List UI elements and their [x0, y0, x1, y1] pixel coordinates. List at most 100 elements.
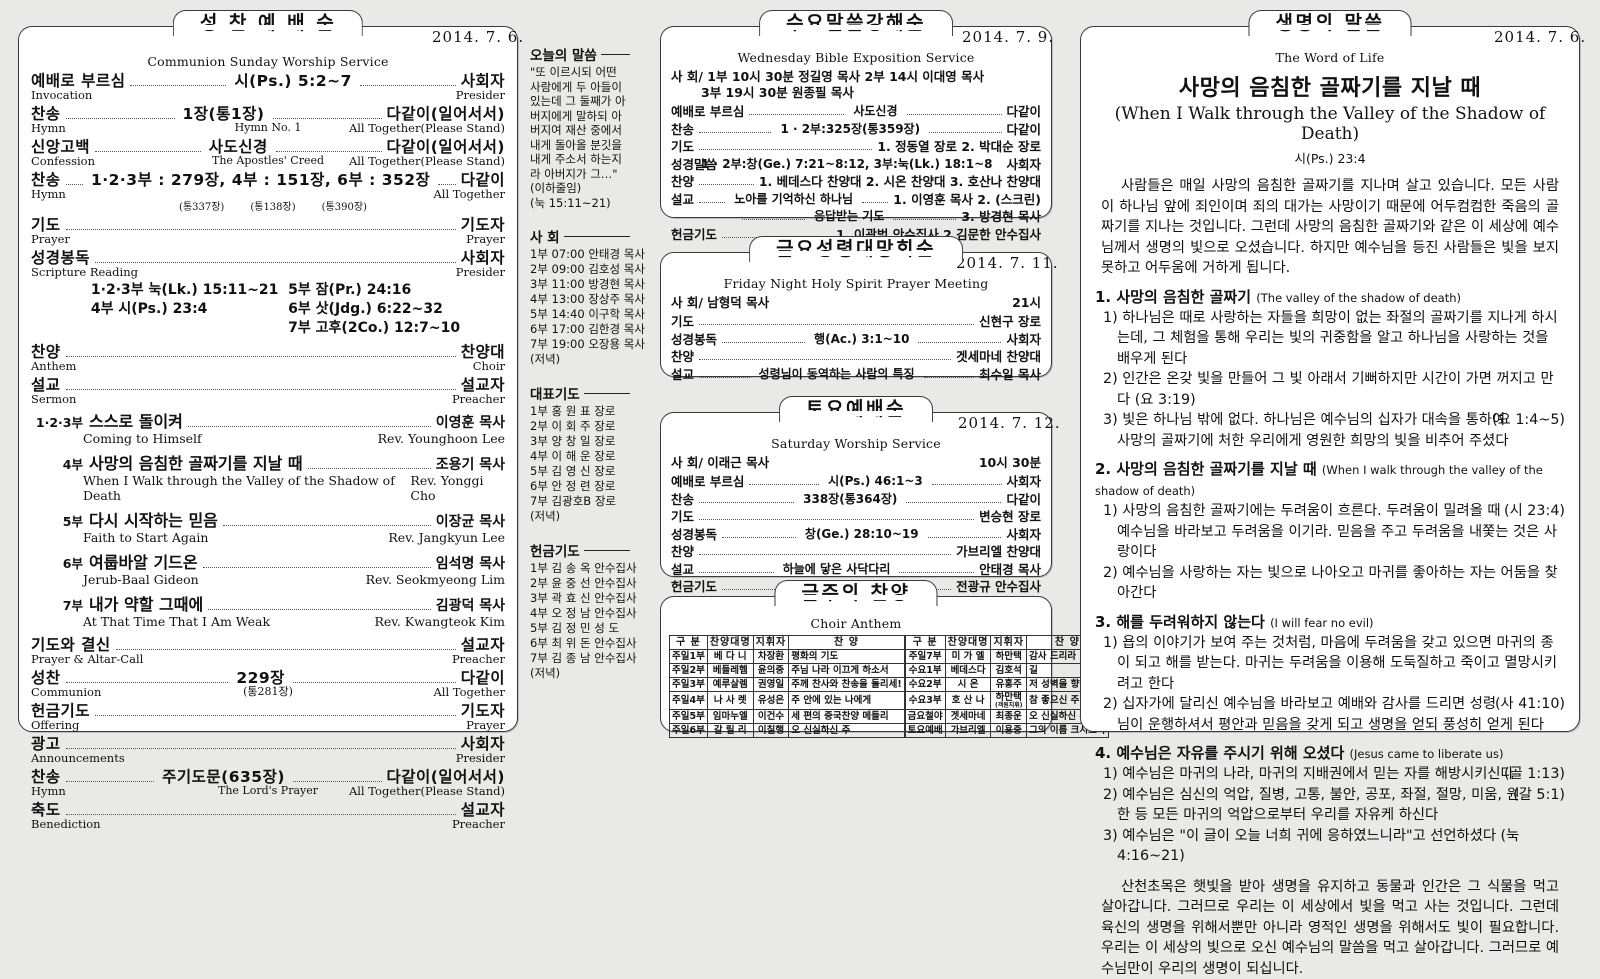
heading-rule: [584, 549, 630, 551]
order-label: 찬양: [671, 173, 694, 190]
order-person: 1. 베데스다 찬양대 2. 시온 찬양대 3. 호산나 찬양대: [759, 173, 1041, 190]
presider-heading: 사 회: [530, 226, 560, 246]
order-mid-en: The Apostles' Creed: [212, 155, 324, 167]
sermon-preacher-en: Rev. Yonggi Cho: [410, 473, 505, 503]
choir-part: 토요예배: [905, 724, 945, 738]
order-role-en: All Together: [433, 686, 505, 698]
sermon-title-en: (When I Walk through the Valley of the S…: [1095, 104, 1565, 144]
sermon-title-en: Faith to Start Again: [31, 530, 208, 545]
sermon-point-text: 1) 욥의 이야기가 보여 주는 것처럼, 마음에 두려움을 갖고 있으면 마귀…: [1103, 635, 1557, 692]
choir-col-header: 지휘자: [991, 636, 1027, 650]
today-word-heading-row: 오늘의 말씀: [530, 44, 630, 64]
leader-dots: [66, 747, 456, 749]
sermon-point-text: 2) 십자가에 달리신 예수님을 바라보고 예배와 감사를 드리면 성령님이 운…: [1103, 696, 1544, 733]
order-role-en: Presider: [456, 266, 505, 278]
order-label-en: Confession: [31, 155, 95, 167]
leader-dots: [276, 150, 382, 152]
order-label-ko: 축도: [31, 798, 61, 820]
leader-dots: [438, 183, 455, 185]
leader-dots: [907, 113, 1002, 115]
order-detail: 행(Ac.) 3:1~10: [810, 331, 913, 348]
saturday-service-date: 2014. 7. 12.: [958, 414, 1061, 432]
order-person: 사회자: [1007, 473, 1042, 490]
leader-dots: [722, 536, 796, 538]
order-label: 성경봉독: [671, 526, 717, 543]
friday-service-date: 2014. 7. 11.: [956, 254, 1059, 272]
leader-dots: [699, 131, 771, 133]
sermon-section-heading-ko: 사망의 음침한 골짜기: [1116, 288, 1251, 306]
sermon-point-text: 1) 예수님은 마귀의 나라, 마귀의 지배권에서 믿는 자를 해방시키신다: [1103, 766, 1514, 782]
leader-dots: [699, 553, 951, 555]
choir-song: 주께 찬사와 찬송을 돌리세!: [789, 678, 905, 692]
sermon-point-text: 3) 빛은 하나님 밖에 없다. 하나님은 예수님의 십자가 대속을 통하여 사…: [1103, 412, 1509, 449]
choir-part: 주일5부: [670, 710, 708, 724]
sermon-point: 2) 인간은 온갖 빛을 만들어 그 빛 아래서 기뻐하지만 시간이 가면 꺼지…: [1095, 369, 1565, 410]
choir-name: 호 산 나: [945, 692, 991, 710]
sermon-section: 4. 예수님은 자유를 주시기 위해 오셨다 (Jesus came to li…: [1095, 743, 1565, 867]
list-item: (저녁): [530, 509, 630, 524]
list-item: 1부 홍 원 표 장로: [530, 404, 630, 419]
leader-dots: [928, 536, 1002, 538]
leader-dots: [95, 261, 456, 263]
order-role-en: All Together(Please Stand): [349, 122, 505, 134]
sermon-part: 7부: [31, 595, 83, 615]
list-item: 6부 17:00 김한경 목사: [530, 322, 630, 337]
today-word-heading: 오늘의 말씀: [530, 44, 597, 64]
leader-dots: [66, 117, 175, 119]
order-role-en: Presider: [456, 89, 505, 101]
choir-conductor: 최종운: [991, 710, 1027, 724]
choir-name: 가브리엘: [945, 724, 991, 738]
choir-conductor: 권영일: [753, 678, 789, 692]
leader-dots: [66, 681, 229, 683]
sermon-outline: 1. 사망의 음침한 골짜기 (The valley of the shadow…: [1095, 287, 1565, 867]
sermon-point: (시 23:4)1) 사망의 음침한 골짜기에는 두려움이 흐른다. 두려움이 …: [1095, 501, 1565, 563]
leader-dots: [699, 376, 750, 378]
today-word-block: 오늘의 말씀 "또 이르시되 어떤 사람에게 두 아들이 있는데 그 둘째가 아…: [530, 44, 630, 210]
sermon-section-heading-ko: 예수님은 자유를 주시기 위해 오셨다: [1116, 744, 1344, 762]
order-person: 겟세마네 찬양대: [956, 348, 1041, 365]
order-label: 기도: [671, 138, 694, 155]
list-item: 2부 09:00 김호성 목사: [530, 262, 630, 277]
order-label: 설교: [671, 366, 694, 383]
list-item: 1부 07:00 안태경 목사: [530, 247, 630, 262]
sermon-point: (사 41:10)2) 십자가에 달리신 예수님을 바라보고 예배와 감사를 드…: [1095, 694, 1565, 735]
order-label: 찬송: [671, 121, 694, 138]
choir-part: 주일3부: [670, 678, 708, 692]
sermon-point-ref: (시 23:4): [1518, 501, 1565, 522]
leader-dots: [899, 571, 974, 573]
offering-prayer-heading-row: 헌금기도: [530, 540, 630, 560]
chair-line: 사 회/ 1부 10시 30분 정길영 목사 2부 14시 이대영 목사: [671, 69, 1041, 85]
sermon-preacher-en: Rev. Jangkyun Lee: [388, 530, 505, 545]
leader-dots: [223, 524, 431, 526]
leader-dots: [918, 341, 1001, 343]
list-item: 7부 김광호B 장로: [530, 494, 630, 509]
sermon-point: (갈 5:1)2) 예수님은 심신의 억압, 질병, 고통, 불안, 공포, 좌…: [1095, 785, 1565, 826]
choir-name: 미 가 엘: [945, 650, 991, 664]
order-label-en: Offering: [31, 719, 79, 731]
choir-col-header: 구 분: [670, 636, 708, 650]
order-role-ko: 사회자: [461, 732, 505, 754]
leader-dots: [208, 608, 431, 610]
order-label-en: Communion: [31, 686, 101, 698]
leader-dots: [932, 483, 1002, 485]
friday-chair-row: 사 회/ 남형덕 목사 21시: [671, 295, 1041, 311]
sermon-point-ref: (요 1:4~5): [1506, 410, 1565, 431]
sermon-preacher-ko: 이장균 목사: [436, 511, 505, 531]
sermon-section-heading-en: (Jesus came to liberate us): [1350, 747, 1504, 761]
choir-song: 주님 나라 이끄게 하소서: [789, 664, 905, 678]
sermon-section-heading: 4. 예수님은 자유를 주시기 위해 오셨다 (Jesus came to li…: [1095, 743, 1565, 764]
